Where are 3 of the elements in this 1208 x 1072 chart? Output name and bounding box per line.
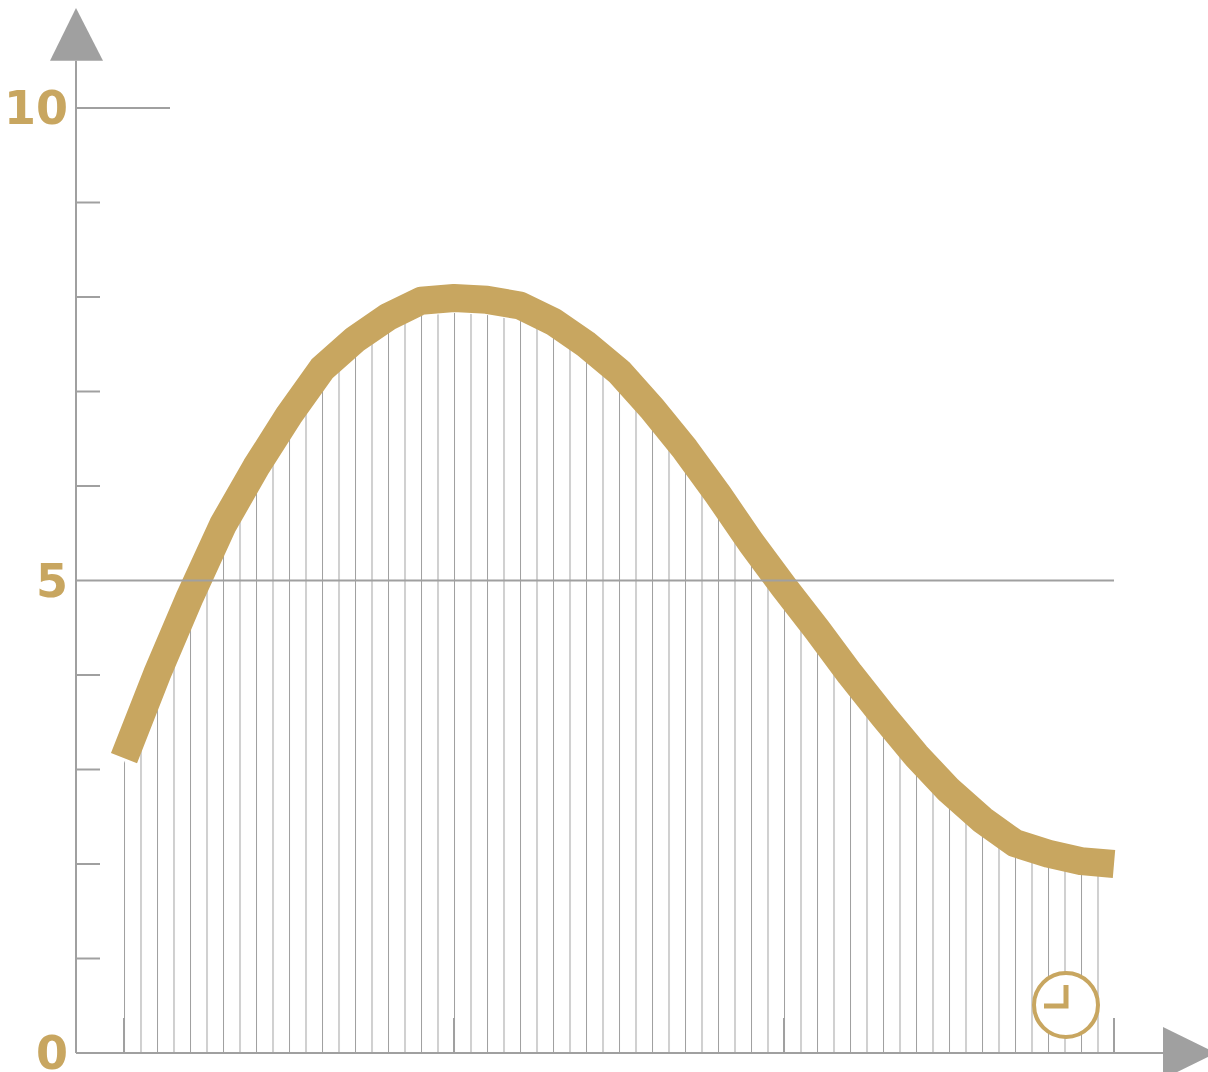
y-tick-label: 0	[35, 1026, 68, 1072]
y-tick-label: 5	[35, 553, 68, 608]
y-tick-label: 10	[3, 81, 68, 136]
